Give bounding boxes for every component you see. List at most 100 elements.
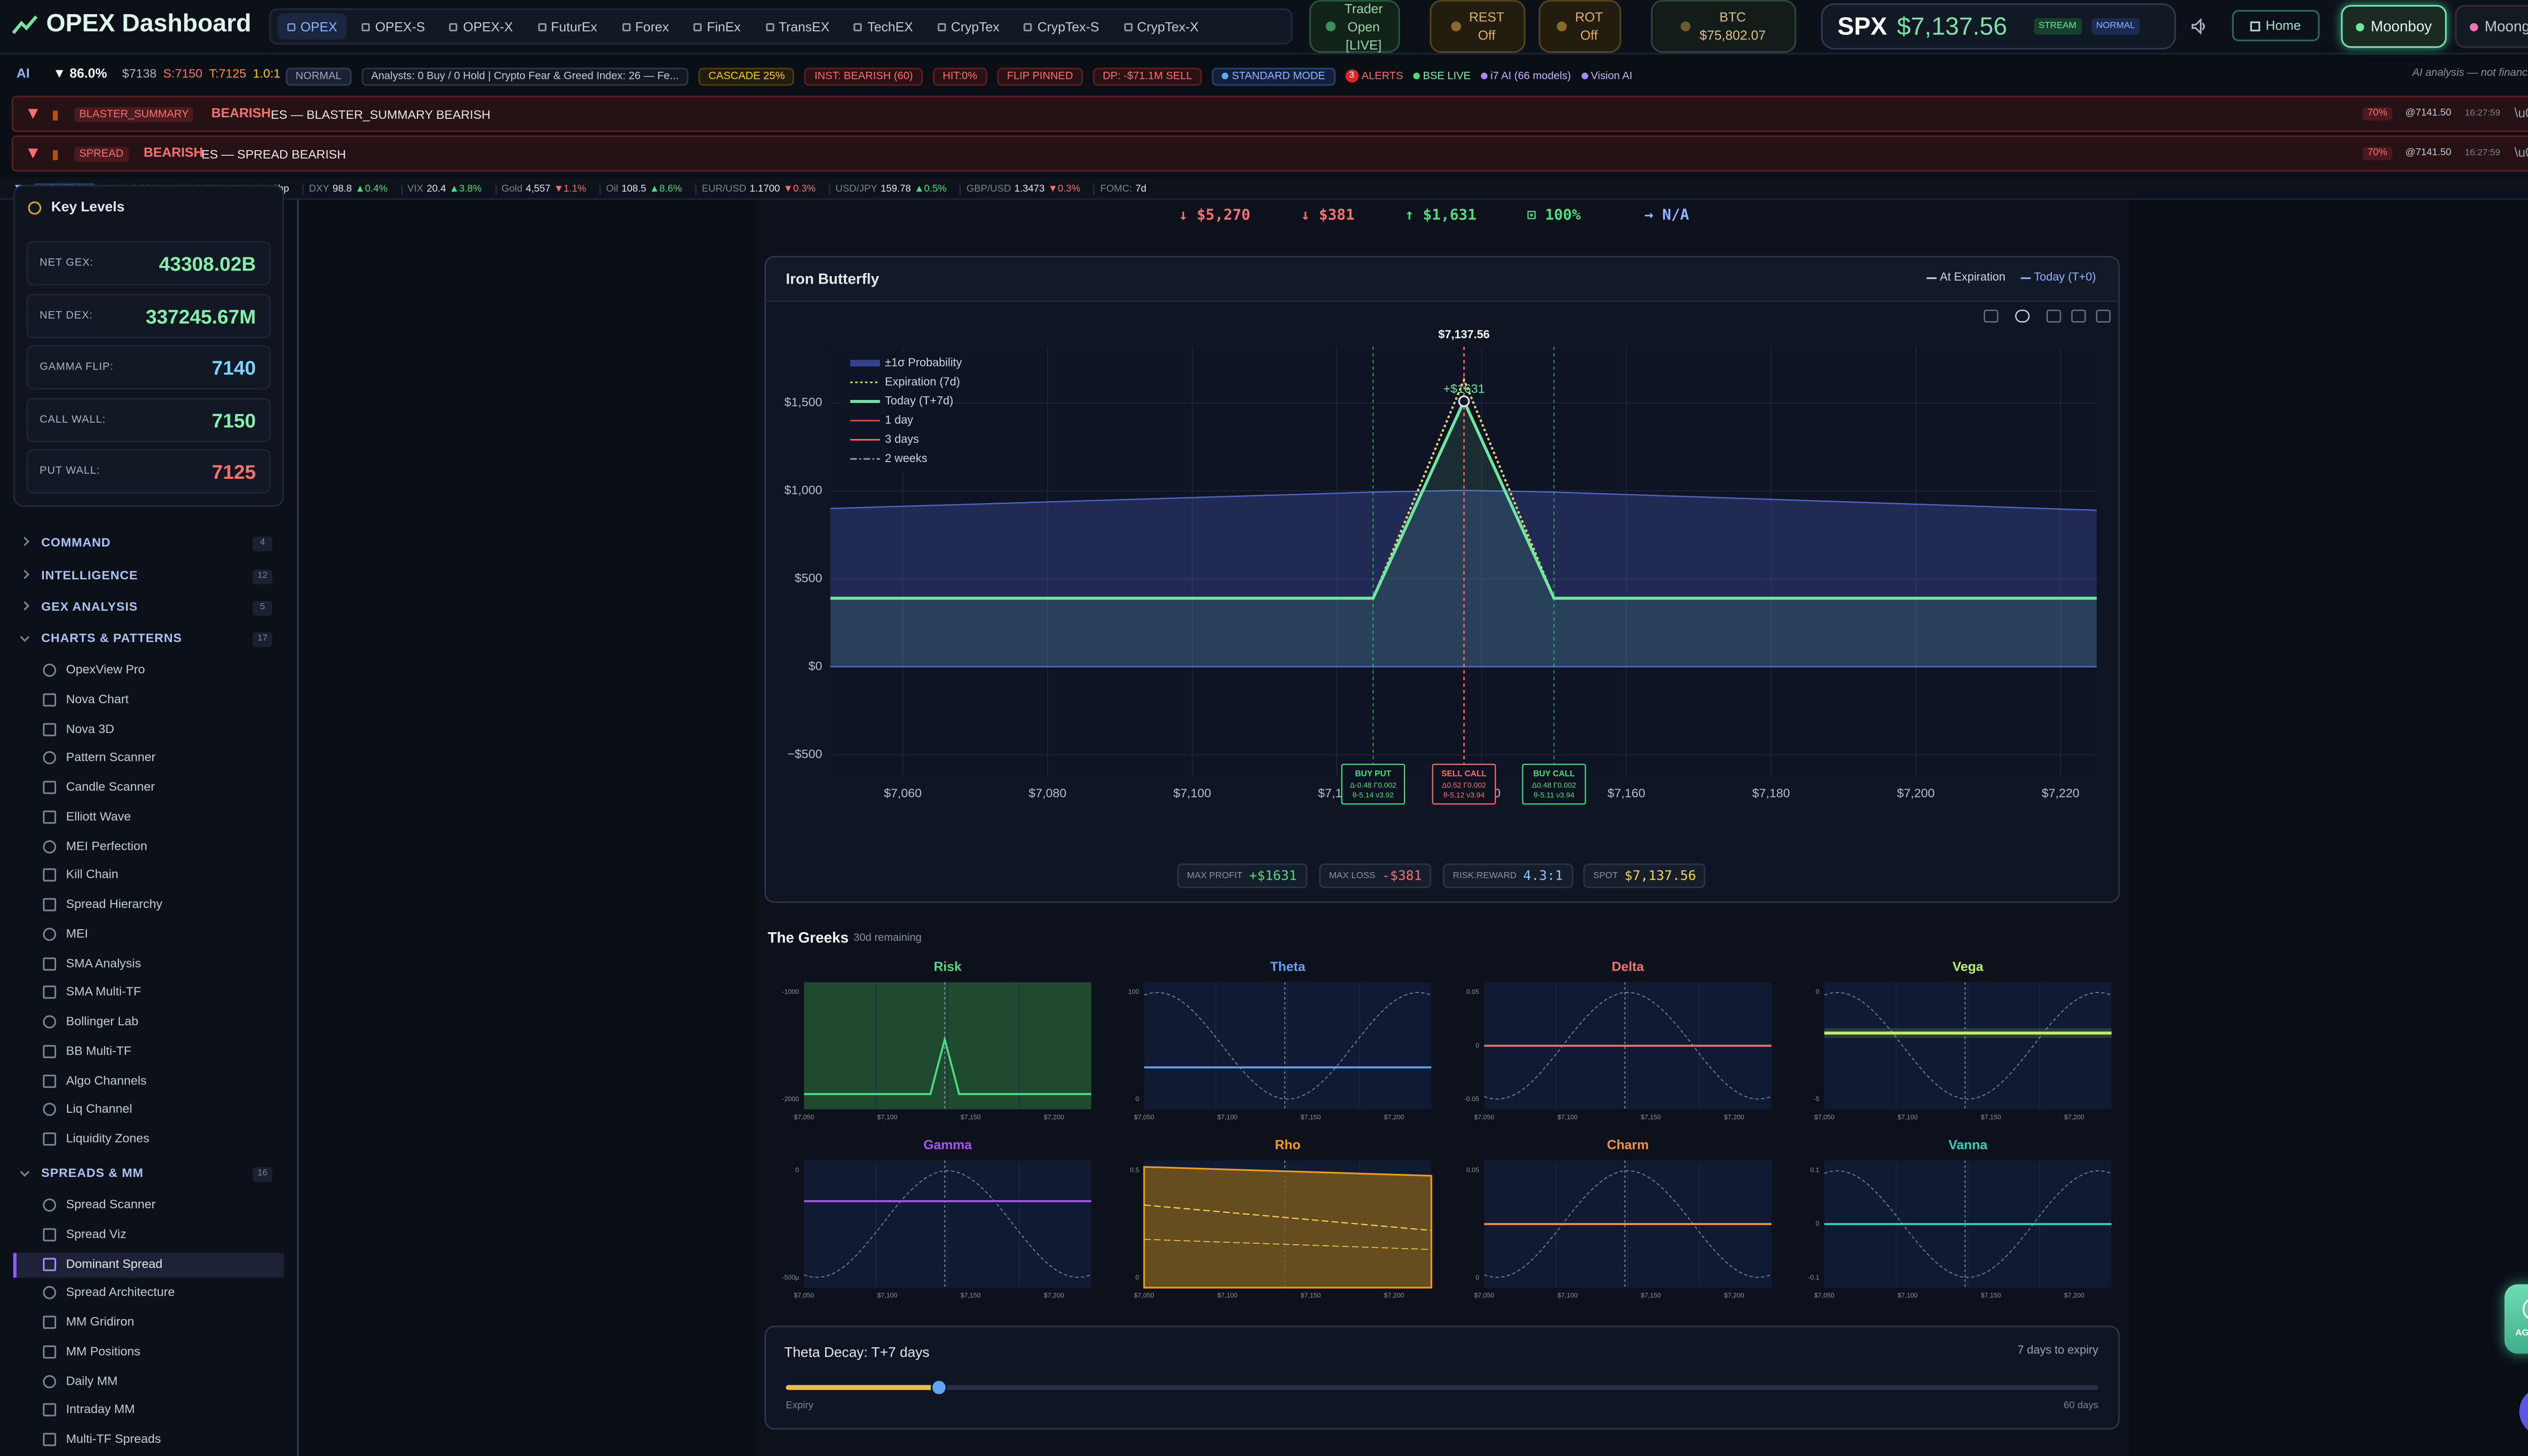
- greek-y-tick: 0.1: [1810, 1166, 1819, 1174]
- nav-tab[interactable]: OPEX-X: [440, 13, 523, 39]
- nav-item[interactable]: MM Gridiron: [66, 1314, 134, 1329]
- alert-confidence: 70%: [2362, 147, 2392, 160]
- nav-tab[interactable]: OPEX: [277, 13, 347, 40]
- stat-chip: MAX LOSS -$381: [1319, 863, 1432, 888]
- nav-item-icon: [42, 1345, 57, 1358]
- toggle-label: Today (T+0): [2034, 272, 2096, 284]
- nav-tab[interactable]: CrypTex: [928, 13, 1009, 39]
- leg-greeks: Δ0.52 Γ0.002: [1442, 782, 1486, 790]
- alert-confidence: 70%: [2362, 107, 2392, 121]
- nav-item[interactable]: Intraday MM: [66, 1402, 135, 1417]
- nav-item[interactable]: Elliott Wave: [66, 808, 131, 824]
- nav-item-icon: [42, 1132, 57, 1146]
- nav-item[interactable]: Liq Channel: [66, 1101, 132, 1117]
- chart-toggle[interactable]: At Expiration: [1926, 272, 2005, 284]
- toolbar-icon: [2071, 309, 2086, 323]
- ticker-value: 159.78: [880, 185, 911, 195]
- nav-item[interactable]: SMA Analysis: [66, 954, 141, 970]
- user-button[interactable]: Moongi: [2455, 5, 2528, 48]
- nav-tab[interactable]: CrypTex-X: [1114, 13, 1208, 39]
- nav-item[interactable]: Bollinger Lab: [66, 1013, 139, 1029]
- summary-stat: ↓ $5,270: [1179, 208, 1251, 225]
- nav-item-icon: [42, 1198, 57, 1212]
- alert-close[interactable]: \u00D7: [2514, 145, 2528, 160]
- nav-item[interactable]: MEI: [66, 926, 88, 941]
- section-title[interactable]: COMMAND: [41, 534, 111, 550]
- nav-item[interactable]: Liquidity Zones: [66, 1130, 150, 1146]
- nav-item-icon: [42, 986, 57, 999]
- stat-value: $7,137.56: [1624, 868, 1696, 883]
- nav-item[interactable]: Nova 3D: [66, 720, 114, 736]
- status-link[interactable]: Vision AI: [1581, 70, 1633, 82]
- tab-label: FuturEx: [551, 19, 598, 34]
- greek-x-tick: $7,100: [877, 1292, 897, 1299]
- home-button[interactable]: Home: [2232, 10, 2320, 41]
- section-title[interactable]: CHARTS & PATTERNS: [41, 630, 183, 646]
- status-chip: Analysts: 0 Buy / 0 Hold | Crypto Fear &…: [361, 67, 689, 85]
- nav-item[interactable]: Multi-TF Spreads: [66, 1431, 161, 1446]
- ticker-label: DXY: [308, 185, 330, 195]
- nav-item[interactable]: MEI Perfection: [66, 838, 148, 853]
- status-link[interactable]: i7 AI (66 models): [1480, 70, 1571, 82]
- nav-tab[interactable]: OPEX-S: [352, 13, 435, 39]
- nav-item[interactable]: BB Multi-TF: [66, 1042, 131, 1058]
- greek-y-tick: 0: [1136, 1273, 1139, 1281]
- stat-value: +$1631: [1249, 868, 1297, 883]
- nav-item[interactable]: MM Positions: [66, 1343, 141, 1358]
- greek-x-tick: $7,200: [1384, 1113, 1404, 1121]
- nav-tab[interactable]: FuturEx: [528, 13, 607, 39]
- nav-item[interactable]: Algo Channels: [66, 1072, 147, 1087]
- agents-button[interactable]: AGENTS: [2504, 1284, 2528, 1354]
- status-link[interactable]: BSE LIVE: [1413, 70, 1471, 82]
- pill-dot: [1681, 21, 1692, 32]
- nav-tab[interactable]: TechEX: [844, 13, 923, 39]
- nav-item[interactable]: Daily MM: [66, 1373, 118, 1388]
- nav-item[interactable]: Kill Chain: [66, 867, 119, 882]
- greek-title: Rho: [1275, 1137, 1301, 1152]
- nav-item[interactable]: Pattern Scanner: [66, 750, 156, 765]
- nav-item[interactable]: Spread Architecture: [66, 1285, 175, 1300]
- section-title[interactable]: GEX ANALYSIS: [41, 599, 138, 614]
- tab-icon: [362, 22, 371, 31]
- nav-item[interactable]: Dominant Spread: [66, 1255, 163, 1270]
- nav-item[interactable]: Spread Hierarchy: [66, 896, 163, 912]
- alert-caret: [28, 109, 38, 119]
- ticker-change: ▲0.4%: [355, 185, 388, 195]
- section-title[interactable]: INTELLIGENCE: [41, 568, 139, 583]
- ticker-item: GBP/USD 1.3473 ▼0.3%: [960, 185, 1085, 195]
- chart-toggle[interactable]: Today (T+0): [2020, 272, 2096, 284]
- greeks-subtitle: 30d remaining: [853, 932, 922, 944]
- alert-close[interactable]: \u00D7: [2514, 105, 2528, 121]
- agents-label: AGENTS: [2515, 1329, 2528, 1339]
- nav-item[interactable]: Spread Scanner: [66, 1197, 156, 1212]
- greek-y-tick: -0.05: [1464, 1095, 1479, 1103]
- nav-tab[interactable]: FinEx: [684, 13, 750, 39]
- nav-item[interactable]: OpexView Pro: [66, 662, 145, 677]
- alerts-chip[interactable]: 3 ALERTS: [1345, 69, 1403, 83]
- key-level-label: PUT WALL:: [39, 465, 101, 477]
- nav-tab[interactable]: CrypTex-S: [1014, 13, 1109, 39]
- x-tick-label: $7,060: [884, 787, 922, 800]
- nav-item[interactable]: SMA Multi-TF: [66, 984, 141, 999]
- alert-time: 16:27:59: [2465, 148, 2501, 159]
- nav-tab[interactable]: Forex: [612, 13, 679, 39]
- tab-label: OPEX: [300, 19, 337, 34]
- nav-item[interactable]: Nova Chart: [66, 691, 129, 706]
- ticker-change: ▲8.6%: [649, 185, 682, 195]
- ticker-value: 7d: [1135, 185, 1147, 195]
- greek-x-tick: $7,050: [794, 1113, 814, 1121]
- nav-item[interactable]: Candle Scanner: [66, 779, 155, 794]
- leg-greeks: Δ0.48 Γ0.002: [1532, 782, 1576, 790]
- link-label: i7 AI (66 models): [1490, 70, 1571, 82]
- nav-item-icon: [42, 663, 57, 677]
- nav-item[interactable]: Spread Viz: [66, 1226, 127, 1241]
- y-tick-label: $1,000: [784, 483, 822, 497]
- toolbar-icon: [1983, 309, 1999, 323]
- slider-knob[interactable]: [930, 1379, 947, 1396]
- user-button[interactable]: Moonboy: [2341, 5, 2447, 48]
- section-title[interactable]: SPREADS & MM: [41, 1165, 144, 1180]
- nav-tab[interactable]: TransEX: [755, 13, 839, 39]
- summary-stat: ↑ $1,631: [1405, 208, 1477, 225]
- status-chip: STANDARD MODE: [1212, 67, 1335, 85]
- legend-label: 1 day: [885, 413, 913, 426]
